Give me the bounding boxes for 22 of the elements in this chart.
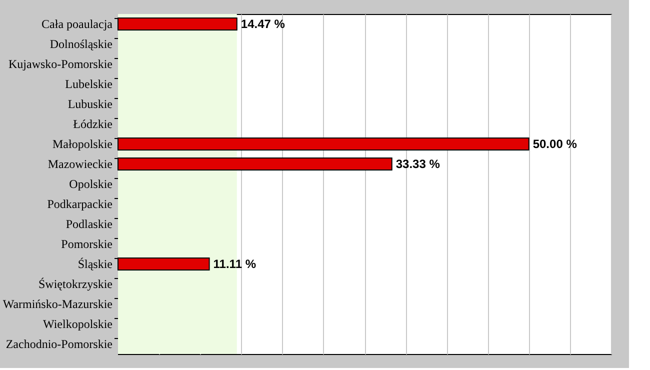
y-tick-label: Podlaskie xyxy=(66,217,112,231)
y-tick-label: Podkarpackie xyxy=(47,197,112,211)
y-tick-label: Pomorskie xyxy=(61,237,112,251)
y-tick-label: Mazowieckie xyxy=(48,157,112,171)
y-tick-label: Warmińsko-Mazurskie xyxy=(2,297,112,311)
y-tick-label: Cała poaulacja xyxy=(42,17,114,31)
y-tick-label: Lubuskie xyxy=(68,97,112,111)
y-tick-label: Łódzkie xyxy=(73,117,112,131)
y-tick-label: Świętokrzyskie xyxy=(38,277,112,291)
data-label: 14.47 % xyxy=(240,17,286,31)
y-tick-label: Dolnośląskie xyxy=(50,37,112,51)
data-label: 11.11 % xyxy=(213,257,256,271)
data-label: 33.33 % xyxy=(396,157,440,171)
y-tick-label: Lubelskie xyxy=(65,77,112,91)
y-tick-label: Zachodnio-Pomorskie xyxy=(6,337,112,351)
data-label: 50.00 % xyxy=(532,137,578,151)
y-tick-label: Opolskie xyxy=(69,177,112,191)
y-tick-label: Wielkopolskie xyxy=(42,317,112,331)
y-tick-label: Małopolskie xyxy=(52,137,112,151)
y-tick-label: Kujawsko-Pomorskie xyxy=(8,57,112,71)
bar xyxy=(118,258,210,270)
y-tick-label: Śląskie xyxy=(78,257,112,271)
